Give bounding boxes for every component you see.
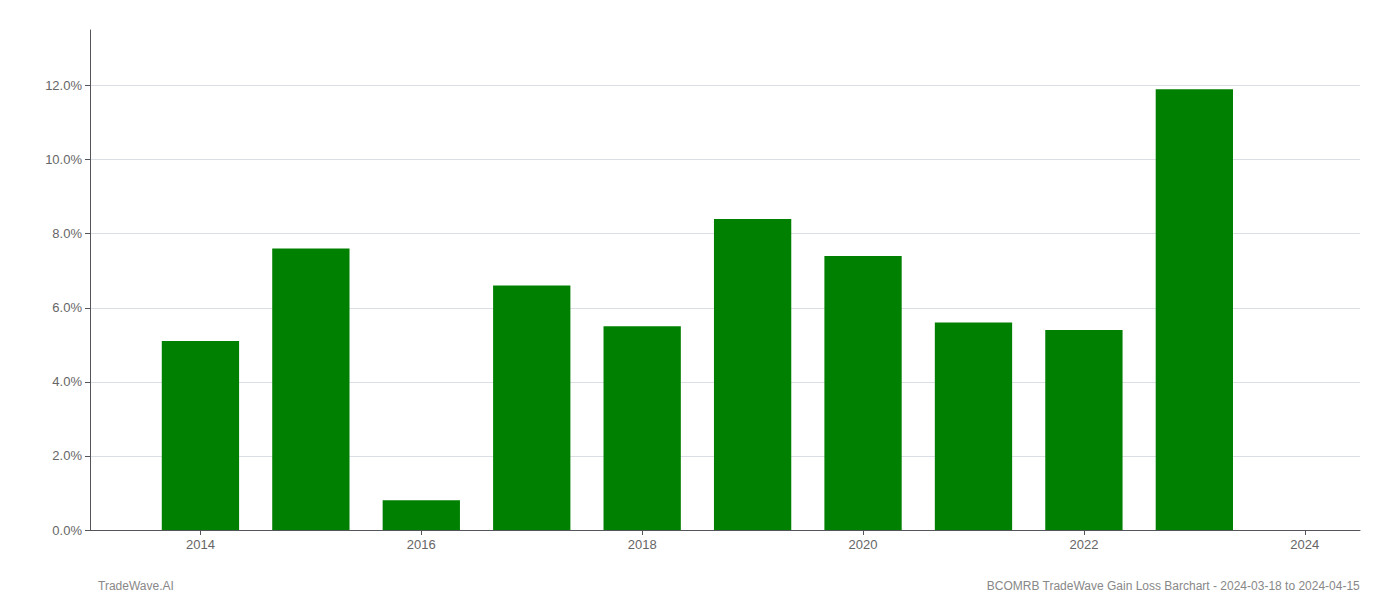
svg-text:2018: 2018 xyxy=(628,537,657,552)
svg-text:BCOMRB TradeWave Gain Loss Bar: BCOMRB TradeWave Gain Loss Barchart - 20… xyxy=(987,579,1360,593)
svg-text:4.0%: 4.0% xyxy=(52,374,82,389)
svg-text:6.0%: 6.0% xyxy=(52,300,82,315)
svg-text:2016: 2016 xyxy=(407,537,436,552)
svg-text:10.0%: 10.0% xyxy=(45,152,82,167)
svg-text:8.0%: 8.0% xyxy=(52,226,82,241)
svg-text:2020: 2020 xyxy=(849,537,878,552)
svg-text:TradeWave.AI: TradeWave.AI xyxy=(98,579,174,593)
svg-text:2022: 2022 xyxy=(1069,537,1098,552)
svg-text:2024: 2024 xyxy=(1290,537,1319,552)
svg-text:0.0%: 0.0% xyxy=(52,523,82,538)
svg-text:2014: 2014 xyxy=(186,537,215,552)
svg-text:12.0%: 12.0% xyxy=(45,78,82,93)
svg-text:2.0%: 2.0% xyxy=(52,448,82,463)
